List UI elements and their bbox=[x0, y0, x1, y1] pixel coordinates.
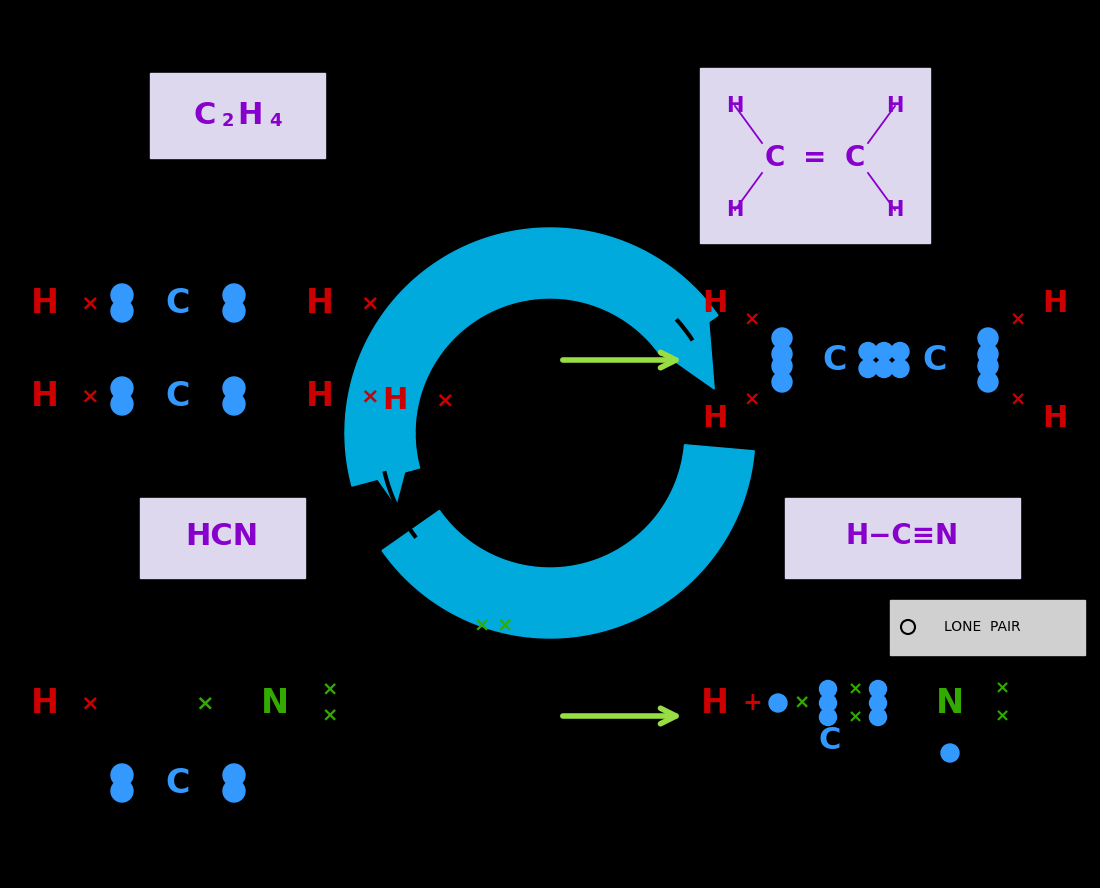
Circle shape bbox=[223, 377, 245, 399]
Circle shape bbox=[223, 764, 245, 786]
Text: H: H bbox=[702, 403, 728, 432]
FancyBboxPatch shape bbox=[890, 600, 1085, 655]
Circle shape bbox=[820, 680, 836, 697]
Circle shape bbox=[869, 694, 887, 711]
Circle shape bbox=[869, 680, 887, 697]
Circle shape bbox=[223, 393, 245, 415]
Text: H: H bbox=[702, 289, 728, 318]
Text: 2: 2 bbox=[222, 112, 234, 130]
Text: N: N bbox=[936, 686, 964, 719]
Text: ×: × bbox=[847, 680, 862, 698]
Circle shape bbox=[978, 328, 998, 348]
Polygon shape bbox=[653, 301, 714, 389]
Circle shape bbox=[111, 377, 133, 399]
Text: ×: × bbox=[744, 311, 760, 329]
Text: +: + bbox=[742, 691, 762, 715]
Text: H: H bbox=[887, 200, 904, 220]
Text: H: H bbox=[726, 200, 744, 220]
Text: ×: × bbox=[497, 616, 514, 636]
Circle shape bbox=[978, 344, 998, 364]
Polygon shape bbox=[382, 445, 755, 638]
Text: ×: × bbox=[80, 386, 99, 406]
Text: C: C bbox=[194, 100, 217, 130]
Circle shape bbox=[940, 744, 959, 762]
Circle shape bbox=[772, 344, 792, 364]
Polygon shape bbox=[345, 228, 718, 486]
Text: ×: × bbox=[322, 707, 338, 725]
Text: ×: × bbox=[474, 616, 491, 636]
Text: H: H bbox=[238, 100, 263, 130]
FancyBboxPatch shape bbox=[150, 73, 324, 158]
Circle shape bbox=[874, 343, 893, 361]
Text: ×: × bbox=[794, 694, 811, 712]
Circle shape bbox=[874, 360, 893, 377]
FancyBboxPatch shape bbox=[700, 68, 930, 243]
Text: H: H bbox=[1043, 289, 1068, 318]
Text: ×: × bbox=[847, 708, 862, 726]
Text: H: H bbox=[31, 287, 59, 320]
Text: LONE  PAIR: LONE PAIR bbox=[944, 620, 1021, 634]
Circle shape bbox=[820, 709, 836, 725]
Text: H: H bbox=[306, 379, 334, 413]
Polygon shape bbox=[345, 433, 415, 505]
Text: C: C bbox=[823, 344, 847, 377]
Text: ×: × bbox=[744, 391, 760, 409]
Circle shape bbox=[223, 780, 245, 802]
FancyBboxPatch shape bbox=[140, 498, 305, 578]
Text: ×: × bbox=[361, 293, 379, 313]
Text: H: H bbox=[306, 287, 334, 320]
Circle shape bbox=[111, 300, 133, 322]
Text: ×: × bbox=[361, 386, 379, 406]
Text: C: C bbox=[764, 144, 785, 172]
Text: =: = bbox=[803, 144, 827, 172]
Text: ×: × bbox=[994, 707, 1010, 725]
Circle shape bbox=[820, 694, 836, 711]
Text: H: H bbox=[31, 379, 59, 413]
Circle shape bbox=[223, 300, 245, 322]
Text: ×: × bbox=[1010, 311, 1026, 329]
Text: C: C bbox=[166, 379, 190, 413]
Text: C: C bbox=[166, 287, 190, 320]
Text: C: C bbox=[923, 344, 947, 377]
Circle shape bbox=[891, 360, 909, 377]
Circle shape bbox=[978, 356, 998, 376]
Circle shape bbox=[772, 328, 792, 348]
Text: N: N bbox=[261, 686, 289, 719]
Circle shape bbox=[859, 343, 877, 361]
Text: C: C bbox=[818, 725, 842, 755]
Circle shape bbox=[111, 284, 133, 306]
Circle shape bbox=[111, 393, 133, 415]
Text: ×: × bbox=[80, 693, 99, 713]
Circle shape bbox=[772, 372, 792, 392]
Text: H: H bbox=[1043, 403, 1068, 432]
Circle shape bbox=[111, 780, 133, 802]
Circle shape bbox=[111, 764, 133, 786]
Circle shape bbox=[769, 694, 786, 712]
Circle shape bbox=[859, 360, 877, 377]
Text: H: H bbox=[726, 96, 744, 116]
Text: H: H bbox=[887, 96, 904, 116]
Text: H: H bbox=[383, 385, 408, 415]
Circle shape bbox=[772, 356, 792, 376]
Text: ×: × bbox=[1010, 391, 1026, 409]
Text: C: C bbox=[845, 144, 866, 172]
Text: C: C bbox=[166, 766, 190, 799]
Text: ×: × bbox=[196, 693, 214, 713]
Circle shape bbox=[978, 372, 998, 392]
Text: HCN: HCN bbox=[186, 521, 258, 551]
Text: ×: × bbox=[80, 293, 99, 313]
Circle shape bbox=[891, 343, 909, 361]
Text: ×: × bbox=[994, 679, 1010, 697]
Text: ×: × bbox=[322, 680, 338, 700]
Text: 4: 4 bbox=[268, 112, 282, 130]
Circle shape bbox=[869, 709, 887, 725]
Text: ×: × bbox=[436, 390, 454, 410]
Circle shape bbox=[223, 284, 245, 306]
Text: H: H bbox=[31, 686, 59, 719]
FancyBboxPatch shape bbox=[785, 498, 1020, 578]
Text: H−C≡N: H−C≡N bbox=[846, 522, 958, 550]
Text: H: H bbox=[701, 686, 729, 719]
